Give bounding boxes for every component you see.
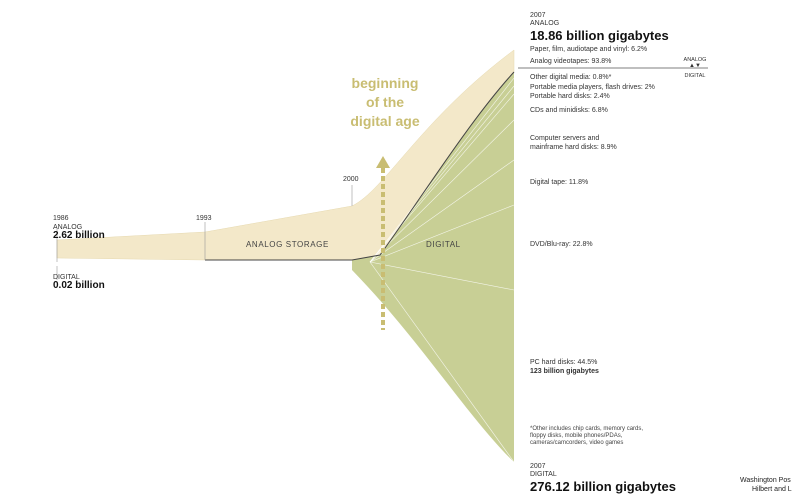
annotation-line-1: beginning xyxy=(351,75,419,91)
footnote-line-2: floppy disks, mobile phones/PDAs, xyxy=(530,433,623,439)
digital-age-arrow xyxy=(376,156,390,330)
digital-split-line xyxy=(369,85,515,263)
end-analog-value: 18.86 billion gigabytes xyxy=(530,28,669,43)
digital-category-dvd: DVD/Blu-ray: 22.8% xyxy=(530,241,593,248)
start-analog-value: 2.62 billion xyxy=(53,230,105,241)
divider-label-digital: DIGITAL xyxy=(684,73,706,79)
digital-area xyxy=(352,72,514,462)
start-digital-value: 0.02 billion xyxy=(53,280,105,291)
end-digital-value: 276.12 billion gigabytes xyxy=(530,479,676,494)
digital-category-portable-players: Portable media players, flash drives: 2% xyxy=(530,84,655,91)
digital-category-cds: CDs and minidisks: 6.8% xyxy=(530,107,608,114)
source-credit: Washington Pos Hilbert and L xyxy=(740,476,792,494)
annotation-line-3: digital age xyxy=(350,113,420,129)
source-line-2: Hilbert and L xyxy=(752,486,792,493)
digital-split-line xyxy=(369,119,515,263)
footnote-line-3: cameras/camcorders, video games xyxy=(530,440,624,446)
divider-arrow-icon: ▲▼ xyxy=(689,63,701,69)
digital-split-line xyxy=(369,77,515,263)
year-tick-lines xyxy=(56,185,353,280)
arrow-head-icon xyxy=(376,156,390,168)
digital-split-line xyxy=(369,261,515,463)
digital-split-line xyxy=(369,159,515,263)
tick-label-2000: 2000 xyxy=(343,176,359,183)
source-line-1: Washington Pos xyxy=(740,477,791,484)
digital-category-servers-line2: mainframe hard disks: 8.9% xyxy=(530,144,617,151)
footnote: *Other includes chip cards, memory cards… xyxy=(530,426,643,447)
digital-split-line xyxy=(369,204,515,263)
end-analog-label: ANALOG xyxy=(530,20,560,27)
digital-split-lines xyxy=(369,77,515,463)
digital-category-pc-disks: PC hard disks: 44.5% 123 billion gigabyt… xyxy=(530,358,599,376)
digital-split-line xyxy=(369,261,515,291)
digital-category-servers: Computer servers and mainframe hard disk… xyxy=(530,134,617,152)
divider-label-analog: ANALOG xyxy=(683,57,707,63)
start-year: 1986 xyxy=(53,215,69,222)
analog-category-videotapes: Analog videotapes: 93.8% xyxy=(530,58,612,65)
analog-category-paper: Paper, film, audiotape and vinyl: 6.2% xyxy=(530,46,648,53)
tick-label-1993: 1993 xyxy=(196,215,212,222)
digital-category-servers-line1: Computer servers and xyxy=(530,135,600,142)
digital-category-portable-disks: Portable hard disks: 2.4% xyxy=(530,93,610,100)
digital-age-annotation: beginning of the digital age xyxy=(330,74,440,131)
digital-category-tape: Digital tape: 11.8% xyxy=(530,179,589,186)
region-digital: DIGITAL xyxy=(426,240,461,249)
digital-split-line xyxy=(369,93,515,263)
end-digital-label: DIGITAL xyxy=(530,471,557,478)
digital-category-other: Other digital media: 0.8%* xyxy=(530,74,612,81)
end-analog-year: 2007 xyxy=(530,12,546,19)
start-digital-label: DIGITAL xyxy=(53,274,80,281)
end-digital-year: 2007 xyxy=(530,463,546,470)
start-analog-label: ANALOG xyxy=(53,224,83,231)
footnote-line-1: *Other includes chip cards, memory cards… xyxy=(530,426,644,432)
annotation-line-2: of the xyxy=(365,94,405,110)
digital-category-pc-disks-line1: PC hard disks: 44.5% xyxy=(530,359,598,366)
region-analog-storage: ANALOG STORAGE xyxy=(246,240,329,249)
digital-category-pc-disks-line2: 123 billion gigabytes xyxy=(530,368,599,375)
